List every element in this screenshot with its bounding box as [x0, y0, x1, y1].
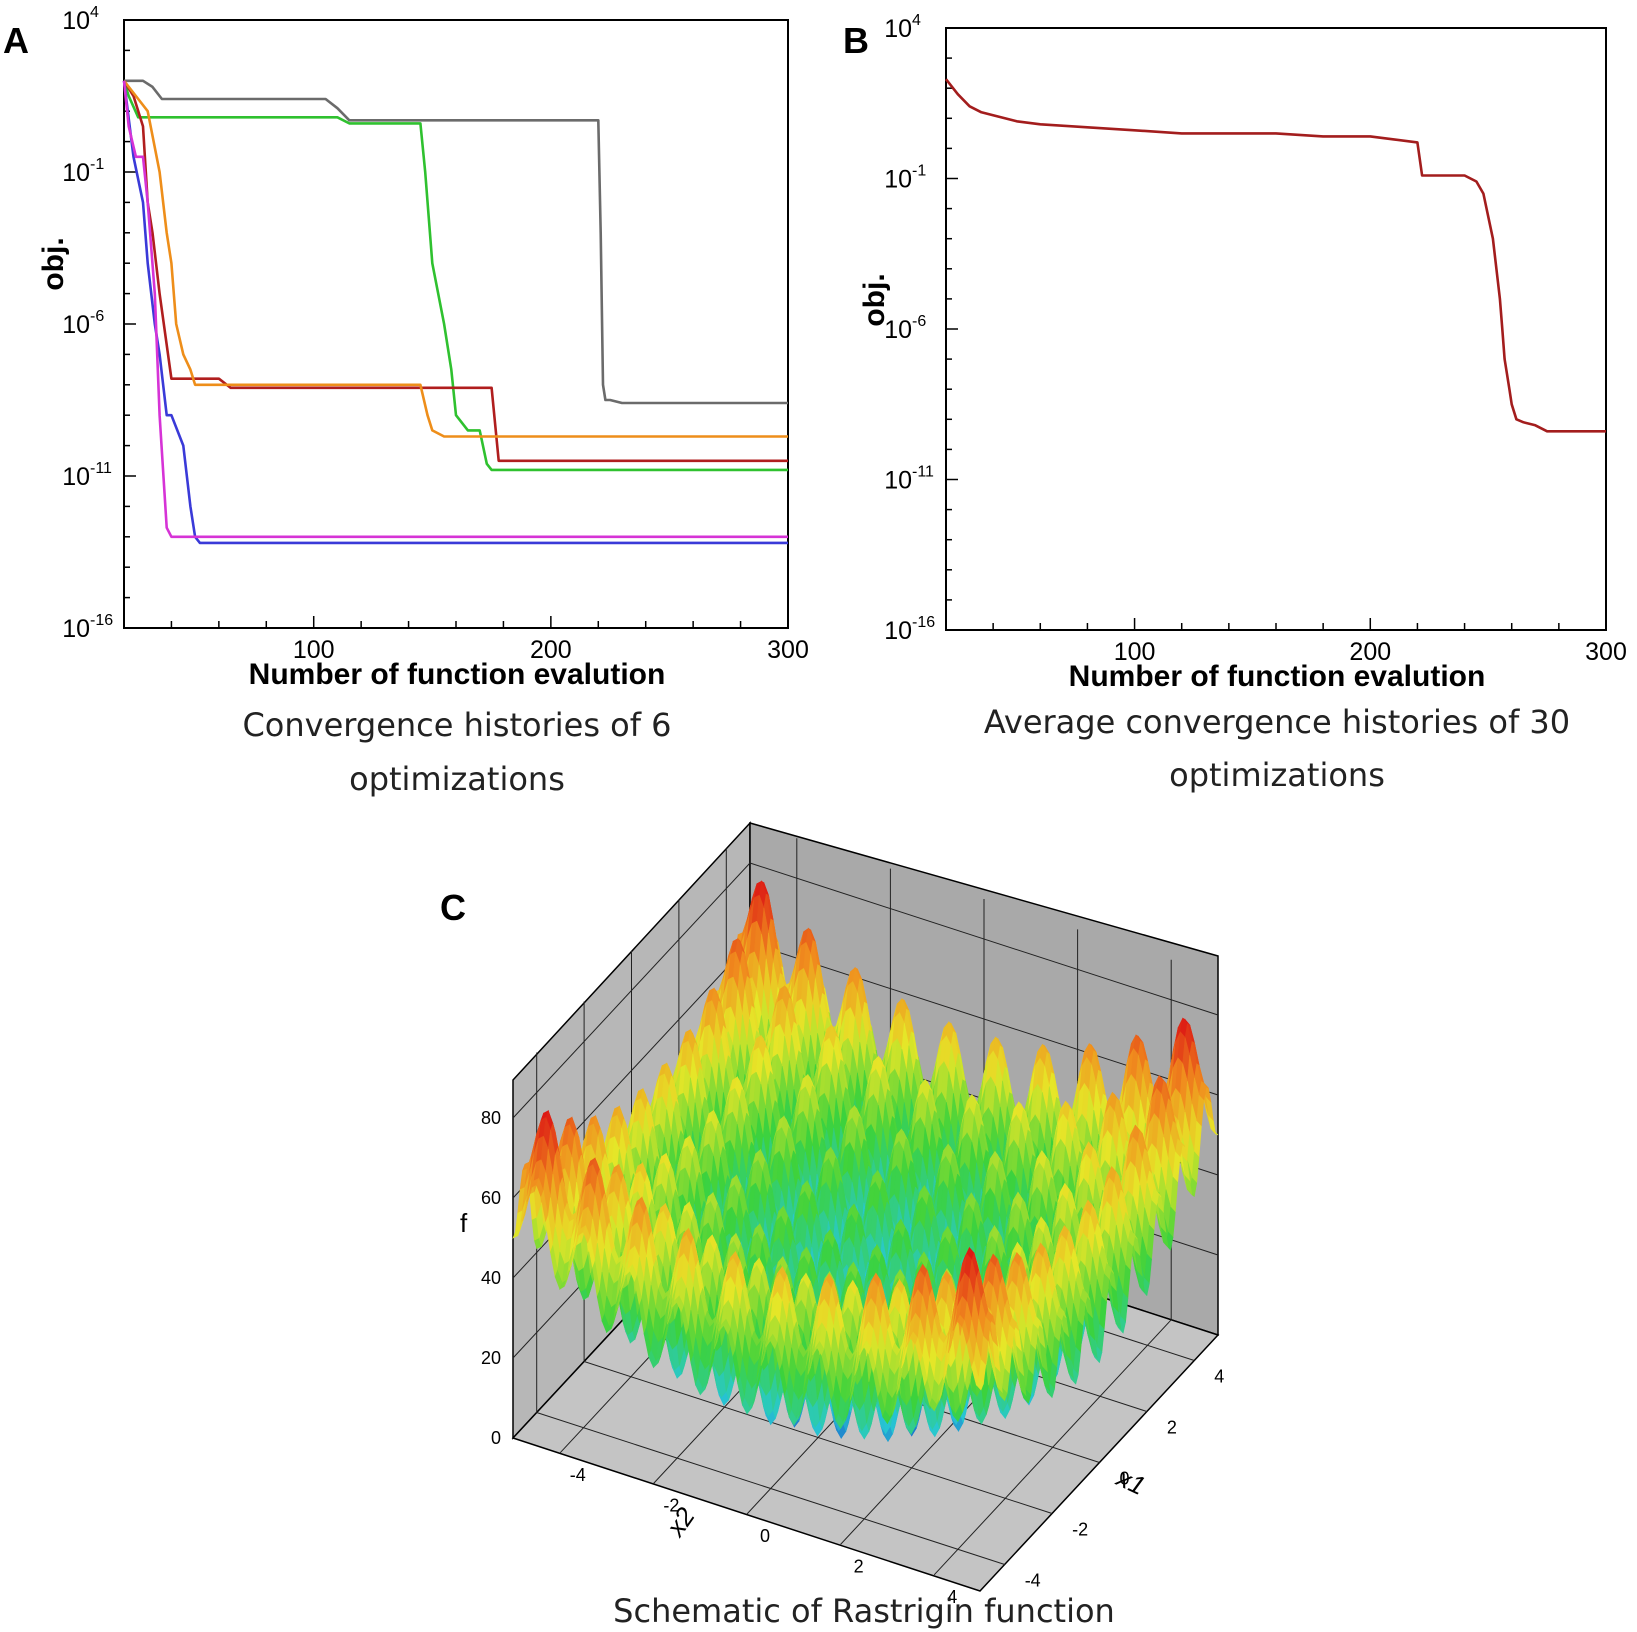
x-tick-label: 300	[767, 636, 809, 664]
y-tick-label: 10	[884, 166, 912, 194]
y-tick-label: 10	[62, 159, 90, 187]
series-line-2	[122, 80, 788, 463]
panel-b-ylabel: obj.	[858, 273, 891, 326]
y-tick-label: 10	[62, 463, 90, 491]
x-tick-label: 200	[1349, 638, 1391, 666]
grid-line	[536, 1412, 1005, 1565]
panel-a-xlabel: Number of function evalution	[249, 658, 666, 691]
grid-line	[583, 1361, 1053, 1514]
y-tick-exponent: 4	[912, 12, 921, 29]
panel-b-label: B	[843, 20, 869, 61]
grid-line	[749, 862, 1219, 1016]
panel-a-caption-line2: optimizations	[349, 760, 565, 798]
panel-a-label: A	[3, 20, 29, 61]
y-tick-label: 10	[62, 615, 90, 643]
panel-b-series	[944, 78, 1606, 433]
grid-line	[512, 862, 751, 1119]
y-tick-label: 10	[884, 617, 912, 645]
series-line-5	[122, 80, 788, 539]
y-tick-exponent: -16	[90, 612, 113, 629]
panel-a-series	[122, 79, 788, 545]
panel-c-label: C	[440, 887, 466, 928]
y-tick-exponent: -1	[912, 163, 926, 180]
y-tick-label: 10	[884, 15, 912, 43]
panel-a-ylabel: obj.	[37, 237, 70, 290]
panel-b-caption-line2: optimizations	[1169, 756, 1385, 794]
series-line-4	[122, 80, 788, 545]
y-tick-label: 10	[62, 311, 90, 339]
y-tick-exponent: -6	[912, 313, 926, 330]
y-tick-label: 10	[884, 316, 912, 344]
x-tick-label: 300	[1585, 638, 1627, 666]
x-tick-label: 100	[1114, 638, 1156, 666]
panel-b-caption-line1: Average convergence histories of 30	[984, 703, 1570, 741]
panel-c-surface	[512, 880, 1219, 1443]
y-tick-exponent: -1	[90, 156, 104, 173]
panel-a-caption-line1: Convergence histories of 6	[242, 706, 671, 744]
y-tick-label: 10	[62, 7, 90, 35]
y-tick-exponent: -11	[912, 464, 934, 481]
series-line-3	[122, 79, 788, 438]
x-tick-label: 100	[293, 636, 335, 664]
y-tick-exponent: 4	[90, 4, 99, 21]
y-tick-label: 10	[884, 467, 912, 495]
series-line-1	[122, 80, 788, 472]
panel-b-xlabel: Number of function evalution	[1069, 660, 1486, 693]
grid-line	[933, 1319, 1172, 1576]
x-tick-label: 200	[530, 636, 572, 664]
y-tick-exponent: -16	[912, 614, 935, 631]
series-line-0	[944, 78, 1606, 433]
series-line-0	[124, 79, 788, 405]
y-tick-exponent: -11	[90, 460, 112, 477]
panel-b-plot-frame	[945, 27, 1607, 631]
y-tick-exponent: -6	[90, 308, 104, 325]
